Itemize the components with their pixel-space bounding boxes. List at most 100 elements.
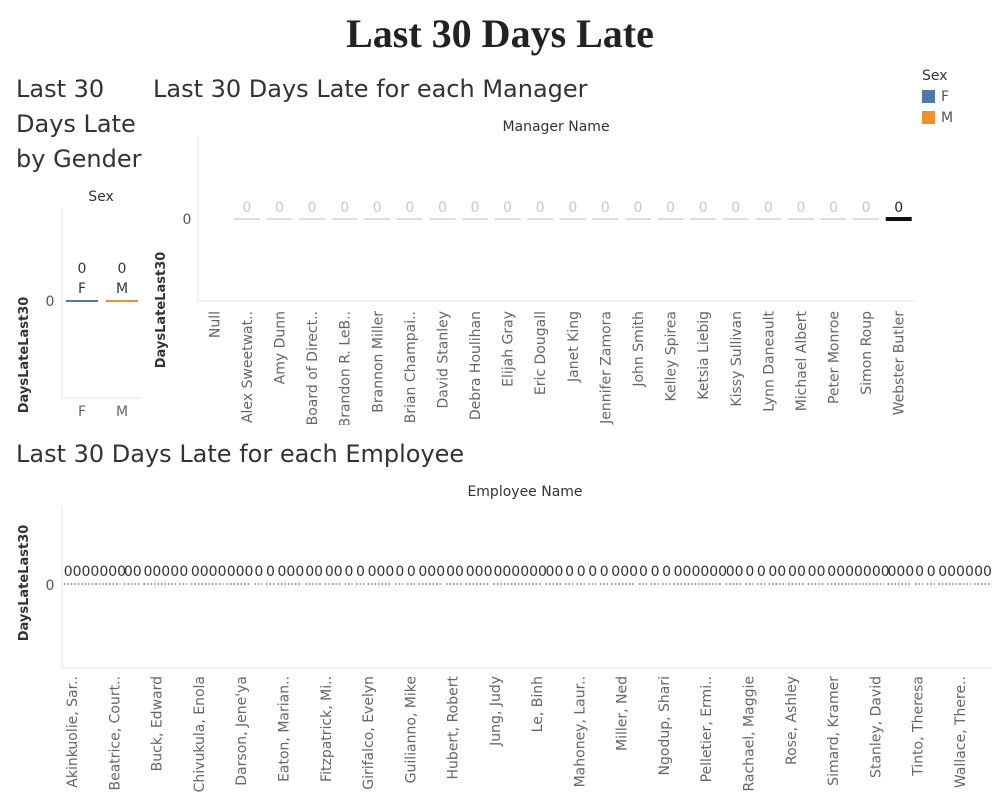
manager-bar-value-label: 0 bbox=[503, 200, 512, 216]
manager-bar-value-label: 0 bbox=[536, 200, 545, 216]
gender-bar-category-label: F bbox=[78, 281, 86, 297]
manager-bar-lynn-daneault bbox=[755, 218, 782, 220]
employee-x-tick-label: Akinkuolie, Sar.. bbox=[65, 676, 81, 788]
manager-x-tick-label: Amy Dunn bbox=[272, 311, 288, 384]
employee-x-tick-label: Fitzpatrick, Mi.. bbox=[319, 676, 335, 782]
dashboard-title: Last 30 Days Late bbox=[346, 11, 654, 56]
employee-x-tick-label: Guilianno, Mike bbox=[403, 676, 419, 783]
gender-bar-category-label: M bbox=[116, 281, 128, 297]
manager-x-tick-label: Kissy Sullivan bbox=[729, 311, 745, 407]
manager-chart: Manager Name DaysLateLast30 0 Null 0 Alex … bbox=[154, 119, 915, 425]
manager-bar-elijah-gray bbox=[494, 218, 521, 220]
employee-x-tick-label: Hubert, Robert bbox=[446, 676, 462, 780]
manager-bar-value-label: 0 bbox=[731, 200, 740, 216]
employee-bar-value-label: 00 bbox=[305, 564, 323, 580]
manager-bar-value-label: 0 bbox=[829, 200, 838, 216]
manager-x-tick-label: David Stanley bbox=[435, 311, 451, 409]
employee-x-tick-label: Rose, Ashley bbox=[784, 676, 800, 765]
employee-x-tick-label: Miller, Ned bbox=[615, 676, 631, 751]
employee-x-tick-label: Buck, Edward bbox=[150, 676, 166, 771]
employee-bar-value-label: 000 bbox=[418, 564, 445, 580]
employee-x-tick-label: Wallace, There.. bbox=[953, 676, 969, 788]
employee-bar-value-label: 000 bbox=[887, 564, 914, 580]
manager-bar-value-label: 0 bbox=[308, 200, 317, 216]
manager-bar-value-label: 0 bbox=[405, 200, 414, 216]
manager-x-tick-label: Webster Butler bbox=[892, 311, 908, 416]
employee-x-tick-label: Simard, Kramer bbox=[826, 676, 842, 786]
employee-bar-value-label: 00 bbox=[726, 564, 744, 580]
employee-bar-value-label: 0 bbox=[266, 564, 275, 580]
manager-x-tick-label: Brandon R. LeB.. bbox=[338, 311, 354, 425]
manager-x-tick-label: Alex Sweetwat.. bbox=[240, 311, 256, 423]
manager-bar-jennifer-zamora bbox=[592, 218, 619, 220]
manager-bar-simon-roup bbox=[853, 218, 880, 220]
gender-chart-header: Sex bbox=[88, 189, 114, 205]
manager-bar-brannon-miller bbox=[364, 218, 391, 220]
manager-x-tick-label: Simon Roup bbox=[859, 311, 875, 395]
employee-bar-value-label: 0 bbox=[745, 564, 754, 580]
employee-bar-value-label: 0 bbox=[345, 564, 354, 580]
manager-bar-kelley-spirea bbox=[657, 218, 684, 220]
manager-bar-brandon-r-leb bbox=[331, 218, 358, 220]
manager-x-tick-label: Brannon Miller bbox=[370, 311, 386, 413]
manager-bar-ketsia-liebig bbox=[690, 218, 717, 220]
employee-y-tick-0: 0 bbox=[46, 578, 55, 594]
employee-x-tick-label: Stanley, David bbox=[868, 676, 884, 778]
employee-bar-value-label: 0 bbox=[179, 564, 188, 580]
employee-chart-header: Employee Name bbox=[467, 484, 582, 500]
employee-x-tick-label: Pelletier, Ermi.. bbox=[699, 676, 715, 782]
manager-x-tick-label: Null bbox=[207, 311, 223, 338]
manager-bar-value-label: 0 bbox=[796, 200, 805, 216]
employee-x-tick-label: Beatrice, Court.. bbox=[107, 676, 123, 791]
employee-bar-value-label: 0 bbox=[577, 564, 586, 580]
employee-bar-value-label: 0000000 bbox=[827, 564, 889, 580]
employee-bar-value-label: 000 bbox=[611, 564, 638, 580]
employee-x-tick-label: Chivukula, Enola bbox=[192, 676, 208, 792]
employee-bar-value-label: 000 bbox=[368, 564, 395, 580]
manager-x-tick-label: Michael Albert bbox=[794, 311, 810, 412]
manager-bar-value-label: 0 bbox=[764, 200, 773, 216]
manager-bar-value-label: 0 bbox=[471, 200, 480, 216]
employee-chart: Employee Name DaysLateLast30 0 000000000… bbox=[17, 484, 992, 792]
manager-x-tick-label: Elijah Gray bbox=[501, 311, 517, 387]
employee-bar-value-label: 000 bbox=[227, 564, 254, 580]
employee-bar-value-label: 0 bbox=[662, 564, 671, 580]
manager-y-axis-label: DaysLateLast30 bbox=[154, 252, 169, 369]
employee-bar-value-label: 0 bbox=[757, 564, 766, 580]
employee-bar-value-label: 0000 bbox=[143, 564, 179, 580]
manager-bar-kissy-sullivan bbox=[722, 218, 749, 220]
manager-bar-amy-dunn bbox=[266, 218, 293, 220]
manager-bar-webster-butler bbox=[885, 217, 912, 221]
manager-bar-value-label: 0 bbox=[699, 200, 708, 216]
manager-bar-eric-dougall bbox=[527, 218, 554, 220]
gender-worksheet-title: Last 30 Days Late by Gender bbox=[16, 75, 142, 173]
manager-bar-value-label: 0 bbox=[373, 200, 382, 216]
employee-x-tick-label: Le, Binh bbox=[530, 676, 546, 732]
employee-x-tick-label: Eaton, Marian.. bbox=[277, 676, 293, 782]
legend-item-f[interactable]: F bbox=[922, 86, 953, 107]
employee-bar-value-label: 00 bbox=[808, 564, 826, 580]
manager-bar-value-label: 0 bbox=[275, 200, 284, 216]
gender-bar-f bbox=[66, 300, 98, 302]
manager-bar-value-label: 0 bbox=[438, 200, 447, 216]
sex-legend[interactable]: Sex F M bbox=[922, 68, 953, 128]
legend-item-m[interactable]: M bbox=[922, 107, 953, 128]
employee-x-tick-label: Darson, Jene'ya bbox=[234, 676, 250, 786]
employee-bar-value-label: 00 bbox=[446, 564, 464, 580]
employee-bar-value-label: 0 bbox=[927, 564, 936, 580]
manager-bar-value-label: 0 bbox=[340, 200, 349, 216]
manager-x-tick-label: Board of Direct.. bbox=[305, 311, 321, 425]
manager-x-tick-label: Debra Houlihan bbox=[468, 311, 484, 420]
manager-x-tick-label: Lynn Daneault bbox=[761, 311, 777, 412]
manager-x-tick-label: John Smith bbox=[631, 311, 647, 388]
manager-x-tick-label: Kelley Spirea bbox=[664, 311, 680, 402]
manager-bar-john-smith bbox=[624, 218, 651, 220]
manager-worksheet-title: Last 30 Days Late for each Manager bbox=[153, 75, 588, 103]
employee-bar-value-label: 00 bbox=[768, 564, 786, 580]
gender-y-axis-label: DaysLateLast30 bbox=[17, 297, 32, 414]
employee-x-tick-label: Rachael, Maggie bbox=[742, 676, 758, 792]
employee-bar-value-label: 0 bbox=[639, 564, 648, 580]
employee-x-tick-label: Mahoney, Laur.. bbox=[572, 676, 588, 787]
employee-bar-value-label: 0 bbox=[254, 564, 263, 580]
gender-bar-value-label: 0 bbox=[118, 261, 127, 277]
